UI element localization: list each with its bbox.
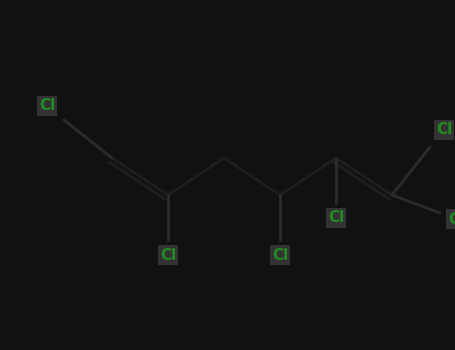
Text: Cl: Cl (160, 247, 176, 262)
Text: Cl: Cl (448, 211, 455, 226)
Text: Cl: Cl (39, 98, 55, 113)
Text: Cl: Cl (436, 122, 452, 138)
Text: Cl: Cl (328, 210, 344, 225)
Text: Cl: Cl (272, 247, 288, 262)
